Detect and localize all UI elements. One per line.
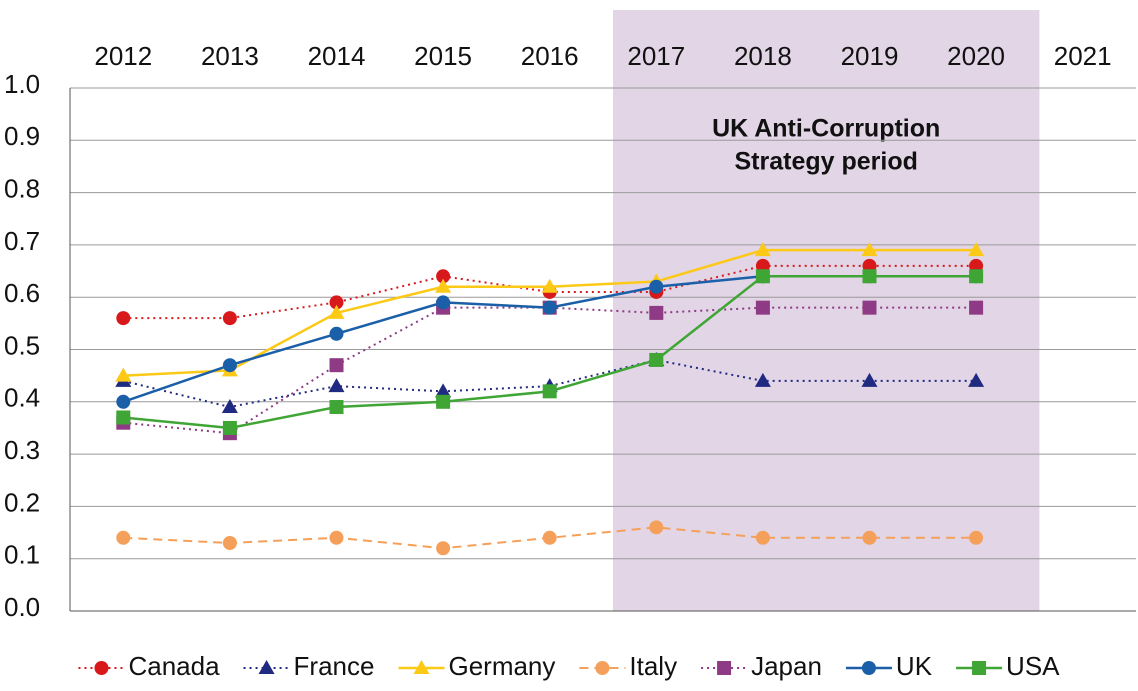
marker bbox=[968, 372, 985, 387]
marker bbox=[116, 410, 131, 425]
y-tick-label: 0.5 bbox=[4, 330, 40, 360]
marker bbox=[861, 242, 878, 257]
legend-label: France bbox=[294, 651, 375, 681]
marker bbox=[969, 530, 984, 545]
marker bbox=[862, 269, 877, 284]
legend-label: Italy bbox=[629, 651, 677, 681]
marker-legend bbox=[595, 661, 610, 675]
x-tick-label: 2016 bbox=[521, 41, 579, 71]
marker bbox=[329, 530, 344, 545]
marker bbox=[329, 400, 344, 415]
marker bbox=[861, 372, 878, 387]
marker bbox=[755, 269, 770, 284]
y-tick-label: 0.9 bbox=[4, 121, 40, 151]
marker bbox=[115, 367, 132, 382]
marker bbox=[541, 278, 558, 293]
x-tick-label: 2018 bbox=[734, 41, 792, 71]
marker bbox=[436, 541, 451, 556]
x-tick-label: 2014 bbox=[308, 41, 366, 71]
y-tick-label: 0.1 bbox=[4, 540, 40, 570]
marker-legend bbox=[717, 661, 732, 675]
y-tick-label: 0.4 bbox=[4, 383, 40, 413]
y-tick-label: 0.6 bbox=[4, 278, 40, 308]
marker bbox=[116, 394, 131, 409]
marker-legend bbox=[413, 660, 430, 674]
legend-label: Japan bbox=[751, 651, 822, 681]
marker bbox=[435, 383, 452, 398]
legend: Canada France Germany Italy Japan UK USA bbox=[78, 651, 1060, 681]
marker bbox=[754, 242, 771, 257]
legend-label: Germany bbox=[448, 651, 555, 681]
marker bbox=[116, 311, 131, 326]
marker-legend bbox=[258, 660, 275, 674]
marker-legend bbox=[972, 661, 987, 675]
marker bbox=[222, 420, 237, 435]
marker bbox=[968, 242, 985, 257]
marker-legend bbox=[94, 661, 109, 675]
marker-legend bbox=[861, 661, 876, 675]
legend-label: USA bbox=[1006, 651, 1060, 681]
marker bbox=[328, 304, 345, 319]
marker bbox=[328, 378, 345, 393]
y-tick-label: 0.8 bbox=[4, 173, 40, 203]
x-tick-label: 2021 bbox=[1054, 41, 1112, 71]
x-tick-label: 2015 bbox=[414, 41, 472, 71]
marker bbox=[436, 295, 451, 310]
marker bbox=[436, 269, 451, 284]
annotation: UK Anti-Corruption bbox=[712, 115, 940, 143]
marker bbox=[222, 358, 237, 373]
marker bbox=[329, 358, 344, 373]
marker bbox=[755, 530, 770, 545]
marker bbox=[649, 352, 664, 367]
x-tick-label: 2017 bbox=[627, 41, 685, 71]
marker bbox=[754, 372, 771, 387]
series-line bbox=[123, 358, 977, 409]
marker bbox=[329, 326, 344, 341]
marker bbox=[649, 520, 664, 535]
y-tick-label: 0.2 bbox=[4, 487, 40, 517]
series-line bbox=[123, 306, 977, 435]
legend-label: UK bbox=[896, 651, 933, 681]
marker bbox=[649, 279, 664, 294]
y-tick-label: 0.3 bbox=[4, 435, 40, 465]
marker bbox=[222, 536, 237, 551]
x-tick-label: 2019 bbox=[841, 41, 899, 71]
y-tick-label: 1.0 bbox=[4, 69, 40, 99]
y-tick-label: 0.0 bbox=[4, 592, 40, 622]
shaded-period bbox=[613, 10, 1040, 611]
marker bbox=[755, 300, 770, 315]
x-tick-label: 2012 bbox=[94, 41, 152, 71]
marker bbox=[862, 300, 877, 315]
marker bbox=[542, 530, 557, 545]
marker bbox=[435, 278, 452, 293]
y-tick-label: 0.7 bbox=[4, 226, 40, 256]
marker bbox=[649, 305, 664, 320]
marker bbox=[862, 530, 877, 545]
marker bbox=[969, 269, 984, 284]
marker bbox=[969, 300, 984, 315]
x-tick-label: 2020 bbox=[947, 41, 1005, 71]
marker bbox=[542, 300, 557, 315]
annotation: Strategy period bbox=[735, 148, 918, 176]
marker bbox=[222, 311, 237, 326]
marker bbox=[116, 530, 131, 545]
x-tick-label: 2013 bbox=[201, 41, 259, 71]
legend-label: Canada bbox=[128, 651, 220, 681]
marker bbox=[436, 394, 451, 409]
marker bbox=[542, 384, 557, 399]
marker bbox=[221, 399, 238, 414]
marker bbox=[329, 295, 344, 310]
